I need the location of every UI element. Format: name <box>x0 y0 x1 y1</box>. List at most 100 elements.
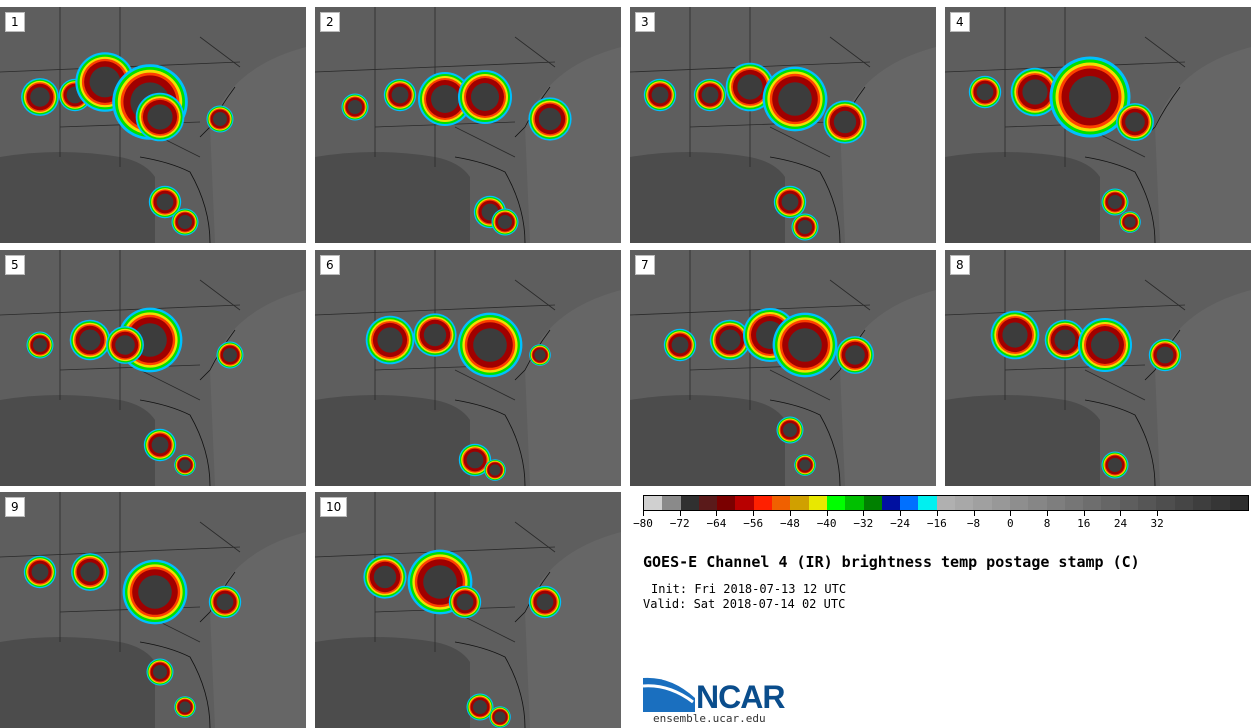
state-border <box>0 546 241 558</box>
storm-contour <box>1091 331 1119 359</box>
storm-cell <box>529 344 551 366</box>
colorbar-segment <box>698 496 718 510</box>
state-border <box>514 521 556 553</box>
storm-cell <box>171 208 199 236</box>
panel-label: 5 <box>5 255 25 275</box>
state-border <box>1004 364 1146 371</box>
colorbar-segment <box>973 496 992 510</box>
colorbar-tick-label: 8 <box>1043 517 1051 530</box>
colorbar-segment <box>955 496 974 510</box>
storm-contour <box>473 328 507 362</box>
storm-cell <box>791 213 819 241</box>
atlantic-area <box>210 290 306 486</box>
storm-cell <box>1101 451 1129 479</box>
state-border <box>199 279 241 311</box>
storm-contour <box>377 327 403 353</box>
storm-contour <box>1124 216 1136 228</box>
storm-contour <box>1156 346 1174 364</box>
init-time: Init: Fri 2018-07-13 12 UTC <box>651 582 847 596</box>
gulf-area <box>945 395 1100 486</box>
storm-cell <box>407 549 473 615</box>
gulf-area <box>0 152 155 243</box>
state-border <box>1144 36 1186 68</box>
storm-contour <box>538 107 562 131</box>
storm-contour <box>536 593 554 611</box>
storm-cell <box>491 208 519 236</box>
state-border <box>514 36 556 68</box>
ir-map <box>0 250 306 486</box>
colorbar-tick-label: −64 <box>706 517 727 530</box>
storm-contour <box>1002 322 1028 348</box>
storm-contour <box>778 82 812 116</box>
storm-cell <box>528 585 562 619</box>
colorbar-tick <box>1083 511 1085 516</box>
storm-cell <box>968 75 1002 109</box>
storm-cell <box>663 328 697 362</box>
colorbar-segment <box>863 496 882 510</box>
colorbar-segment <box>644 496 663 510</box>
storm-contour <box>80 562 100 582</box>
colorbar-tick <box>973 511 975 516</box>
storm-cell <box>990 310 1040 360</box>
colorbar-tick <box>1047 511 1048 516</box>
colorbar-tick <box>789 511 791 516</box>
atlantic-area <box>1155 47 1251 243</box>
colorbar-segment <box>1138 496 1157 510</box>
state-border <box>315 61 556 73</box>
storm-contour <box>216 593 234 611</box>
panel-6: 6 <box>315 250 621 486</box>
colorbar-segment <box>680 496 699 510</box>
state-border <box>829 279 871 311</box>
colorbar-segment <box>1119 496 1139 510</box>
ncar-logo-text: NCAR <box>696 679 785 715</box>
panel-8: 8 <box>945 250 1251 486</box>
state-border <box>454 369 516 401</box>
colorbar-tick-label: −72 <box>669 517 690 530</box>
state-border <box>769 369 831 401</box>
valid-time: Valid: Sat 2018-07-14 02 UTC <box>643 597 846 611</box>
colorbar-segment <box>1211 496 1230 510</box>
colorbar-tick <box>679 511 681 516</box>
storm-contour <box>178 215 192 229</box>
storm-contour <box>671 336 689 354</box>
colorbar-tick <box>643 511 644 516</box>
storm-cell <box>725 62 775 112</box>
atlantic-area <box>525 290 621 486</box>
storm-cell <box>823 100 867 144</box>
colorbar-segment <box>808 496 827 510</box>
storm-cell <box>413 313 457 357</box>
colorbar-segment <box>826 496 846 510</box>
colorbar-tick-label: −56 <box>743 517 764 530</box>
panel-label: 8 <box>950 255 970 275</box>
state-border <box>0 304 241 316</box>
colorbar-tick-label: −32 <box>853 517 874 530</box>
storm-cell <box>122 559 188 625</box>
storm-cell <box>709 319 751 361</box>
atlantic-area <box>525 47 621 243</box>
storm-contour <box>1022 79 1048 105</box>
colorbar-segment <box>1229 496 1248 510</box>
gulf-area <box>0 637 155 728</box>
storm-contour <box>651 86 669 104</box>
storm-contour <box>1108 195 1122 209</box>
panel-label: 10 <box>320 497 348 517</box>
colorbar-tick <box>716 511 718 516</box>
storm-contour <box>348 100 362 114</box>
ir-map <box>315 492 621 728</box>
storm-contour <box>498 215 512 229</box>
ncar-logo-icon <box>643 677 695 712</box>
colorbar-segment <box>1009 496 1029 510</box>
state-border <box>199 521 241 553</box>
state-border <box>199 36 241 68</box>
storm-cell <box>776 416 804 444</box>
storm-cell <box>146 658 174 686</box>
storm-contour <box>79 329 101 351</box>
colorbar-segment <box>900 496 919 510</box>
atlantic-area <box>525 532 621 728</box>
colorbar-tick <box>753 511 755 516</box>
storm-cell <box>762 66 828 132</box>
colorbar-segment <box>1083 496 1102 510</box>
storm-contour <box>799 459 811 471</box>
storm-contour <box>223 348 237 362</box>
panel-label: 1 <box>5 12 25 32</box>
